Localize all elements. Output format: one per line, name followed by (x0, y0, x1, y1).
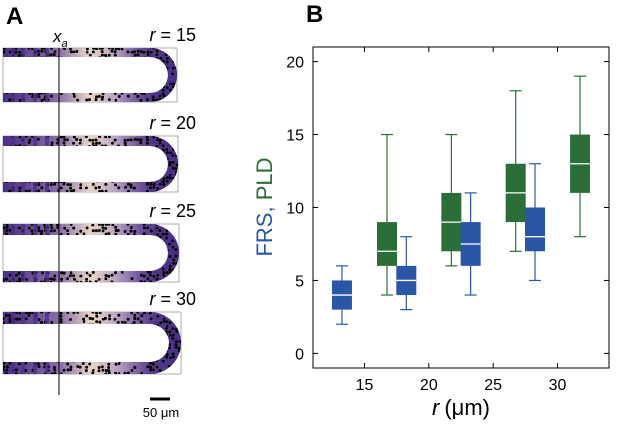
pld-box (570, 75, 591, 238)
box-iqr (377, 222, 397, 266)
frs-box (525, 163, 545, 282)
panel-b-label: B (306, 1, 323, 28)
channel-image: r = 20 (2, 113, 196, 193)
x-tick-label: 30 (549, 377, 567, 394)
panel-b: B 0 5 10 15 20 15 20 25 30 FRS, PLD r (μm) (252, 1, 610, 420)
stripe (33, 224, 37, 282)
stripe (21, 48, 25, 102)
channel-images: r = 15 r = 20 r = 25 r = 30 (2, 25, 196, 375)
y-tick-label: 15 (286, 128, 304, 145)
box-iqr (525, 207, 545, 252)
x-tick-label: 15 (356, 377, 374, 394)
y-axis: 0 5 10 15 20 (286, 55, 609, 363)
stripe (33, 48, 37, 102)
channel-image: r = 25 (2, 201, 196, 283)
stripe (21, 136, 25, 192)
y-tick-label: 20 (286, 55, 304, 72)
channel-image: r = 30 (2, 289, 196, 375)
stripe (11, 312, 15, 374)
stripe (33, 312, 37, 374)
r-label: r = 20 (149, 113, 196, 133)
box-plots (331, 75, 591, 325)
y-tick-label: 5 (295, 273, 304, 290)
pld-box (377, 133, 397, 296)
stripe (21, 312, 25, 374)
frs-box (396, 236, 417, 311)
r-label: r = 15 (149, 25, 196, 45)
pld-box (505, 90, 526, 252)
stripe (11, 48, 15, 102)
stripe (11, 136, 15, 192)
scale-bar-label: 50 μm (143, 405, 179, 420)
x-tick-label: 25 (484, 377, 502, 394)
panel-a-label: A (6, 3, 23, 30)
y-tick-label: 10 (286, 201, 304, 218)
cell-dots (3, 48, 177, 102)
pld-box (441, 133, 462, 267)
panel-a: A xa r = 15 r = 20 r = 25 r = 30 50 μm (2, 3, 196, 420)
stripe (21, 224, 25, 282)
x-tick-label: 20 (420, 377, 438, 394)
xa-label: xa (52, 27, 68, 50)
x-axis: 15 20 25 30 (356, 47, 567, 394)
stripe (33, 136, 37, 192)
stripe (45, 224, 49, 282)
stripe (45, 48, 49, 102)
channel-image: r = 15 (2, 25, 196, 103)
stripe (11, 224, 15, 282)
y-axis-label: FRS, PLD (252, 157, 277, 256)
frs-box (331, 265, 352, 325)
r-label: r = 30 (149, 289, 196, 309)
stripe (45, 136, 49, 192)
frs-box (460, 192, 481, 296)
r-label: r = 25 (149, 201, 196, 221)
x-axis-label: r (μm) (432, 395, 490, 420)
y-tick-label: 0 (295, 346, 304, 363)
stripe (45, 312, 49, 374)
